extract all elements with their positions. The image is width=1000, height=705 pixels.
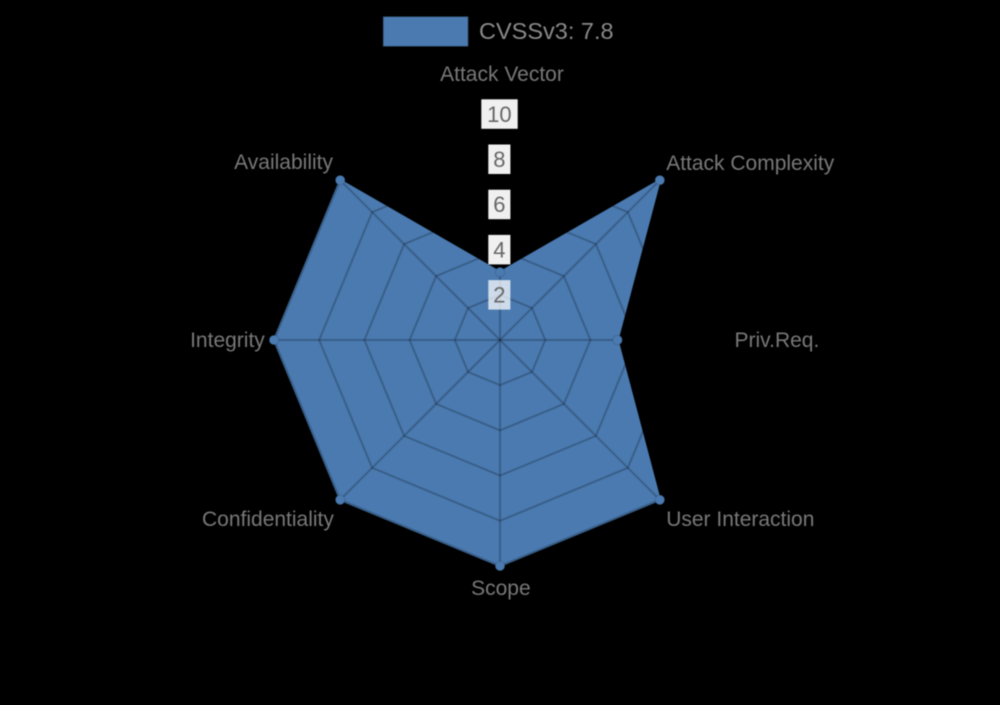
svg-text:8: 8	[493, 147, 505, 172]
svg-text:Priv.Req.: Priv.Req.	[735, 329, 820, 352]
svg-text:Attack Complexity: Attack Complexity	[666, 152, 835, 175]
svg-text:Attack Vector: Attack Vector	[440, 63, 564, 86]
svg-text:6: 6	[493, 192, 505, 217]
svg-text:Availability: Availability	[234, 151, 333, 174]
svg-text:Integrity: Integrity	[190, 329, 265, 352]
svg-text:CVSSv3: 7.8: CVSSv3: 7.8	[479, 18, 614, 44]
svg-text:4: 4	[493, 237, 505, 262]
svg-text:User Interaction: User Interaction	[666, 508, 814, 531]
svg-text:2: 2	[493, 283, 505, 308]
svg-text:Confidentiality: Confidentiality	[202, 508, 334, 531]
svg-text:10: 10	[487, 102, 511, 127]
svg-text:Scope: Scope	[471, 577, 531, 600]
